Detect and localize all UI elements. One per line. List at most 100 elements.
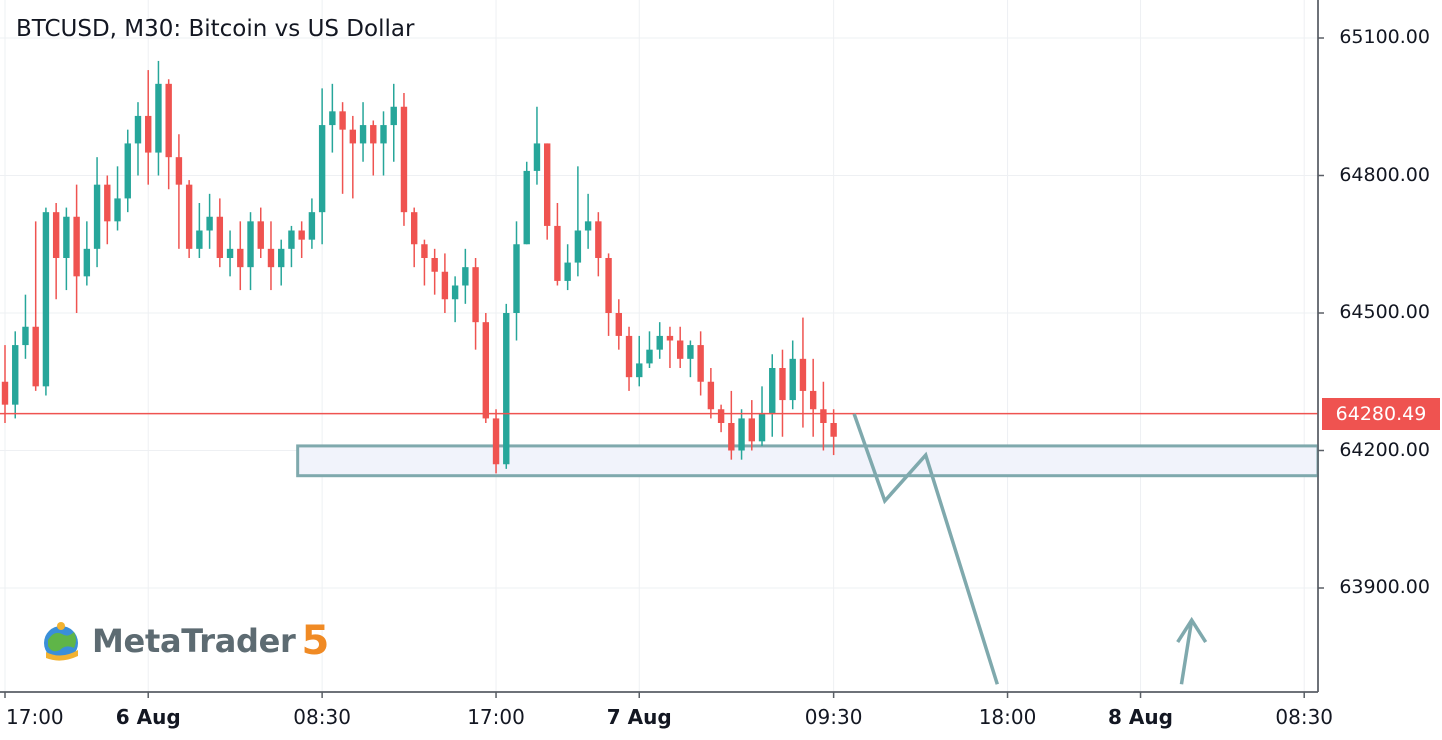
price-tick-label: 64800.00 xyxy=(1339,163,1430,186)
candle-body xyxy=(288,230,295,249)
forecast-arrowhead xyxy=(1176,616,1208,644)
price-tick-label: 63900.00 xyxy=(1339,576,1430,598)
candle-body xyxy=(503,313,510,465)
candle-body xyxy=(625,335,633,378)
candle-body xyxy=(717,409,725,423)
price-axis-bg xyxy=(1319,0,1442,740)
candle-body xyxy=(543,143,551,226)
time-axis-bg xyxy=(0,693,1318,740)
candle-body xyxy=(257,221,264,249)
time-tick-label: 08:30 xyxy=(1275,705,1334,729)
candle-body xyxy=(779,368,786,401)
candle-body xyxy=(554,225,561,281)
candle-body xyxy=(646,349,653,364)
candle-body xyxy=(349,129,357,144)
candle-body xyxy=(809,390,817,410)
candle-body xyxy=(769,368,776,414)
logo-text: MetaTrader xyxy=(92,622,296,660)
time-tick-label: 09:30 xyxy=(804,705,863,729)
candle-body xyxy=(615,313,622,336)
candle-body xyxy=(155,83,162,153)
candle-body xyxy=(298,230,305,240)
candle-body xyxy=(411,212,418,245)
candle-body xyxy=(605,258,612,313)
logo-version: 5 xyxy=(301,618,330,664)
time-tick-label: 18:00 xyxy=(978,705,1037,729)
candle-body xyxy=(820,409,827,423)
candle-body xyxy=(308,212,316,240)
candle-body xyxy=(789,358,796,401)
candle-body xyxy=(185,184,193,249)
candle-body xyxy=(359,125,367,144)
candle-body xyxy=(492,418,500,465)
candle-body xyxy=(595,221,602,258)
candle-body xyxy=(83,248,91,277)
metatrader-globe-icon xyxy=(44,622,78,661)
candle-body xyxy=(728,423,735,451)
candle-body xyxy=(676,340,684,359)
candle-body xyxy=(472,267,479,323)
candle-body xyxy=(339,111,346,130)
candle-body xyxy=(441,271,449,300)
forecast-arrow xyxy=(1179,619,1194,685)
time-tick-label: 6 Aug xyxy=(115,705,181,729)
candle-body xyxy=(247,221,254,268)
candle-body xyxy=(22,326,29,346)
candle-body xyxy=(707,381,715,410)
candle-body xyxy=(196,230,203,249)
candle-body xyxy=(114,198,121,222)
time-tick-label: 17:00 xyxy=(467,705,525,729)
candle-body xyxy=(32,326,39,387)
candle-body xyxy=(584,221,592,231)
candle-body xyxy=(145,115,152,153)
candle-body xyxy=(697,345,704,382)
metatrader-logo: MetaTrader 5 xyxy=(38,618,329,664)
candle-body xyxy=(687,345,694,359)
candle-body xyxy=(390,106,397,126)
candle-body xyxy=(267,248,275,268)
candle-body xyxy=(124,143,131,199)
candle-body xyxy=(748,418,755,442)
candle-body xyxy=(12,345,19,405)
candle-body xyxy=(42,212,50,387)
candle-body xyxy=(482,322,490,419)
candle-body xyxy=(564,262,571,281)
candle-body xyxy=(237,248,244,268)
candle-body xyxy=(175,157,183,185)
candle-body xyxy=(1,381,9,405)
candle-body xyxy=(451,285,459,300)
candle-body xyxy=(165,83,172,158)
price-tick-label: 65100.00 xyxy=(1339,26,1430,48)
candle-body xyxy=(93,184,101,249)
candle-body xyxy=(574,230,582,263)
candle-body xyxy=(462,267,469,286)
candle-body xyxy=(52,212,60,258)
candle-body xyxy=(666,335,674,341)
candle-body xyxy=(73,216,80,277)
support-zone xyxy=(296,444,1320,478)
candle-body xyxy=(758,413,766,442)
current-price-badge: 64280.49 xyxy=(1322,398,1440,430)
candle-body xyxy=(104,184,111,222)
candle-body xyxy=(206,216,213,231)
candle-body xyxy=(400,106,408,213)
candle-body xyxy=(63,216,70,258)
candle-body xyxy=(216,216,224,258)
time-tick-label: 7 Aug xyxy=(606,705,672,729)
candle-body xyxy=(799,358,807,391)
candle-body xyxy=(523,170,530,245)
candle-body xyxy=(329,111,336,126)
chart-title: BTCUSD, M30: Bitcoin vs US Dollar xyxy=(16,16,415,42)
candle-body xyxy=(226,248,234,258)
time-tick-label: 17:00 xyxy=(6,705,64,729)
candle-body xyxy=(380,125,387,144)
time-tick-label: 8 Aug xyxy=(1108,705,1173,729)
candle-body xyxy=(318,125,326,213)
candle-body xyxy=(656,335,663,350)
candle-body xyxy=(533,143,541,171)
candle-body xyxy=(830,423,837,437)
candle-body xyxy=(738,418,745,451)
candle-body xyxy=(431,258,438,272)
forecast-arrow xyxy=(852,413,999,685)
